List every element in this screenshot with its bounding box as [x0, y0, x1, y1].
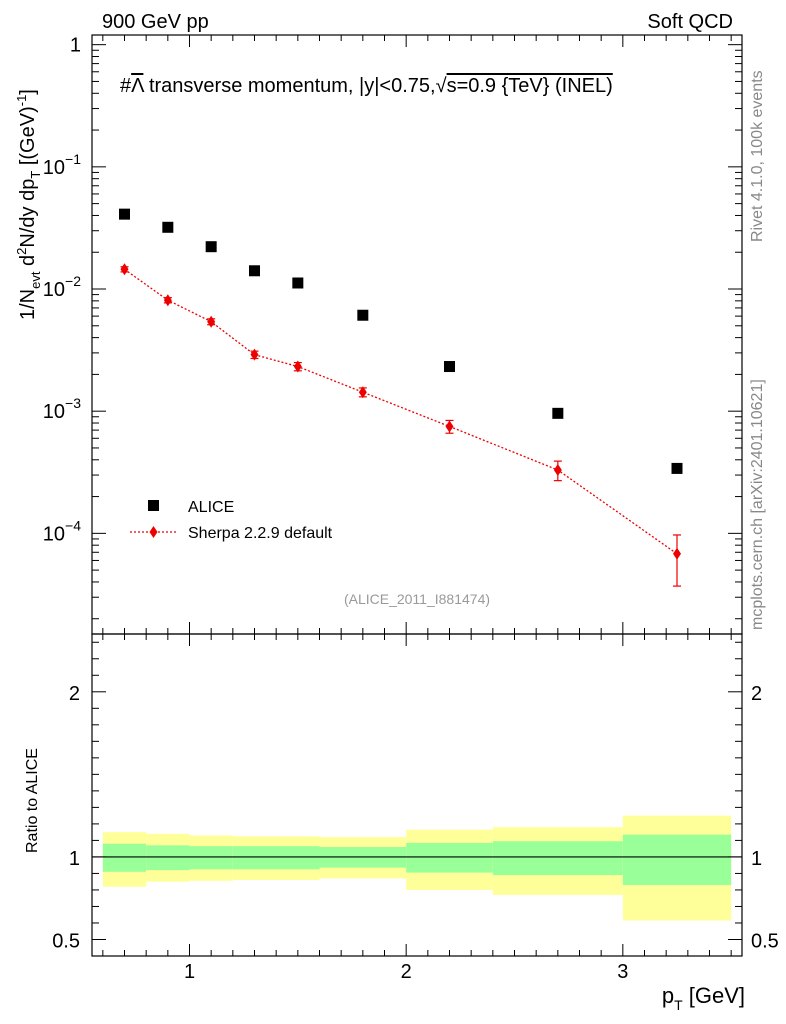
- alice-point: [205, 241, 217, 253]
- ratio-y-tick-label-right: 2: [751, 683, 762, 705]
- main-y-tick-label: 10−4: [43, 517, 81, 545]
- rivet-label: Rivet 4.1.0, 100k events: [749, 70, 766, 242]
- y-axis-label: 1/Nevt d2N/dy dpT [(GeV)-1]: [14, 89, 43, 320]
- lambda-bar-symbol: Λ: [131, 75, 145, 97]
- main-y-tick-label: 10−1: [43, 151, 81, 179]
- main-y-tick-label: 10−3: [43, 395, 81, 423]
- main-panel: 1 10−1 10−2 10−3 10−4: [43, 34, 743, 635]
- legend-mc-label: Sherpa 2.2.9 default: [188, 525, 333, 542]
- main-y-tick-label: 1: [70, 35, 81, 57]
- sherpa-point: [207, 315, 216, 328]
- sherpa-point: [293, 360, 302, 373]
- legend-mc-marker: [149, 526, 158, 538]
- legend: ALICE Sherpa 2.2.9 default: [130, 499, 333, 542]
- main-frame: [91, 34, 743, 635]
- alice-point: [444, 361, 455, 373]
- ratio-band-inner: [189, 846, 233, 870]
- ratio-band-inner: [146, 845, 190, 871]
- header-right: Soft QCD: [647, 11, 733, 33]
- header-left: 900 GeV pp: [102, 11, 209, 33]
- sherpa-point: [553, 463, 562, 476]
- ratio-y-tick-label-right: 0.5: [751, 930, 779, 952]
- alice-point: [162, 221, 174, 233]
- ratio-y-tick-label-left: 2: [69, 683, 80, 705]
- x-axis-label: pT [GeV]: [662, 983, 745, 1013]
- ratio-frame: [91, 633, 743, 957]
- sherpa-point: [358, 386, 367, 399]
- sherpa-point: [163, 294, 172, 307]
- alice-point: [357, 309, 369, 321]
- x-tick-label: 3: [617, 961, 628, 983]
- legend-data-label: ALICE: [188, 499, 234, 516]
- ratio-band-inner: [232, 846, 320, 870]
- sherpa-point: [445, 420, 454, 433]
- sherpa-point: [250, 348, 259, 361]
- x-tick-label: 2: [401, 961, 412, 983]
- alice-point: [292, 277, 304, 289]
- x-tick-label: 1: [184, 961, 195, 983]
- legend-data-marker: [148, 500, 159, 511]
- alice-point: [671, 462, 683, 474]
- sqrt-symbol: √: [436, 75, 447, 97]
- alice-point: [119, 208, 130, 220]
- ratio-panel: 1 2 3 0.5 0.5 1 1 2 2: [52, 633, 779, 983]
- analysis-id: (ALICE_2011_I881474): [344, 591, 490, 607]
- plot-title: #Λ transverse momentum, |y|<0.75,√s=0.9 …: [120, 75, 613, 97]
- ratio-band-inner: [622, 834, 732, 885]
- main-y-tick-label: 10−2: [43, 273, 81, 301]
- ratio-y-tick-label-left: 0.5: [52, 930, 80, 952]
- mcplots-label: mcplots.cern.ch [arXiv:2401.10621]: [749, 379, 766, 630]
- ratio-band-inner: [406, 842, 493, 873]
- ratio-y-label: Ratio to ALICE: [24, 748, 41, 853]
- sherpa-point: [120, 263, 129, 276]
- ratio-band-inner: [492, 841, 623, 876]
- ratio-y-tick-label-right: 1: [751, 848, 762, 870]
- ratio-y-tick-label-left: 1: [69, 848, 80, 870]
- sherpa-point: [673, 547, 681, 560]
- alice-point: [552, 407, 564, 419]
- ratio-band-inner: [102, 843, 147, 872]
- alice-point: [249, 265, 260, 277]
